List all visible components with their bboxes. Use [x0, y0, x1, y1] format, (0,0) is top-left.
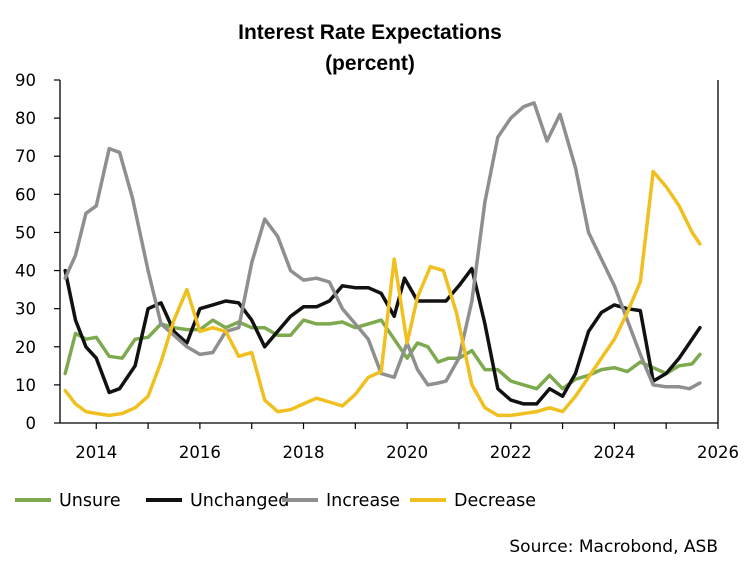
y-tick-label: 60	[15, 185, 36, 204]
y-tick-label: 70	[15, 147, 36, 166]
x-tick-label: 2024	[593, 443, 635, 462]
x-tick-label: 2026	[697, 443, 739, 462]
legend-label-unsure: Unsure	[59, 491, 121, 511]
legend-label-decrease: Decrease	[454, 491, 536, 511]
x-tick-label: 2014	[75, 443, 117, 462]
y-tick-label: 0	[26, 414, 37, 433]
x-axis-ticks: 2014 2016 2018 2020 2022 2024 2026	[75, 423, 739, 462]
axes	[59, 80, 719, 424]
legend: Unsure Unchanged Increase Decrease	[15, 491, 536, 511]
x-tick-label: 2020	[386, 443, 428, 462]
chart-subtitle: (percent)	[325, 52, 415, 75]
x-tick-label: 2022	[490, 443, 532, 462]
y-tick-label: 90	[15, 71, 36, 90]
y-tick-label: 20	[15, 338, 36, 357]
y-tick-label: 30	[15, 300, 36, 319]
chart-title: Interest Rate Expectations	[238, 21, 502, 44]
y-tick-label: 40	[15, 262, 36, 281]
legend-label-increase: Increase	[326, 491, 400, 511]
x-tick-label: 2018	[283, 443, 325, 462]
y-tick-label: 80	[15, 109, 36, 128]
y-tick-label: 10	[15, 376, 36, 395]
series-lines	[63, 101, 702, 418]
y-tick-label: 50	[15, 223, 36, 242]
source-note: Source: Macrobond, ASB	[509, 537, 718, 557]
y-axis-ticks: 0 10 20 30 40 50 60 70 80 90	[15, 71, 60, 433]
legend-label-unchanged: Unchanged	[190, 491, 289, 511]
series-line-increase	[63, 101, 702, 391]
series-line-decrease	[63, 169, 702, 418]
x-tick-label: 2016	[179, 443, 221, 462]
series-line-unchanged	[63, 266, 702, 406]
